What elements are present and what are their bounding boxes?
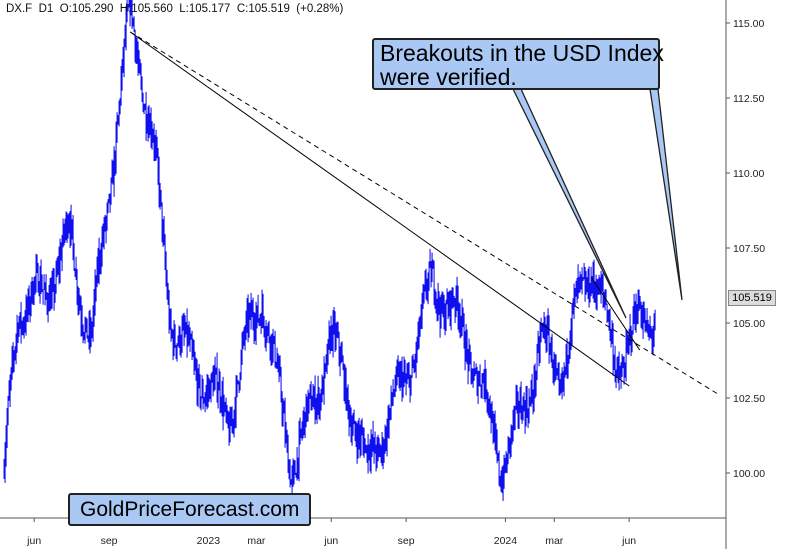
x-tick-label: jun bbox=[621, 535, 636, 547]
high-value: H:105.560 bbox=[119, 3, 173, 15]
close-value: C:105.519 bbox=[236, 3, 290, 15]
trendlines bbox=[129, 31, 720, 396]
ohlc-header: DX.F D1 O:105.290 H:105.560 L:105.177 C:… bbox=[6, 3, 343, 15]
dashed-trendline bbox=[129, 31, 720, 396]
watermark-label: GoldPriceForecast.com bbox=[68, 493, 312, 526]
change-value: (+0.28%) bbox=[296, 3, 344, 15]
x-tick-label: 2023 bbox=[197, 535, 221, 547]
annotation-callout: Breakouts in the USD Index were verified… bbox=[372, 38, 664, 90]
x-tick-label: jun bbox=[26, 535, 41, 547]
x-tick-label: jun bbox=[323, 535, 338, 547]
callout-line-2: were verified. bbox=[380, 64, 517, 90]
y-tick-label: 115.00 bbox=[733, 18, 764, 30]
last-price-badge: 105.519 bbox=[728, 290, 776, 306]
low-value: L:105.177 bbox=[179, 3, 231, 15]
open-value: O:105.290 bbox=[59, 3, 114, 15]
callout-pointer-2 bbox=[649, 88, 683, 301]
y-tick-label: 105.00 bbox=[733, 318, 765, 330]
callout-pointer-1 bbox=[511, 88, 627, 319]
timeframe-label: D1 bbox=[38, 3, 54, 15]
x-tick-label: mar bbox=[545, 535, 564, 547]
x-tick-label: mar bbox=[247, 535, 266, 547]
ohlc-line-group bbox=[3, 0, 656, 501]
y-tick-label: 112.50 bbox=[733, 93, 764, 105]
x-tick-label: sep bbox=[398, 535, 415, 547]
x-axis: jun sep 2023 mar jun sep 2024 mar jun bbox=[0, 517, 726, 547]
symbol-label: DX.F bbox=[6, 3, 33, 15]
y-axis: 100.00 102.50 105.00 107.50 110.00 112.50 115.… bbox=[725, 0, 765, 549]
y-tick-label: 102.50 bbox=[733, 393, 765, 405]
y-tick-label: 100.00 bbox=[733, 468, 765, 480]
x-tick-label: sep bbox=[101, 535, 118, 547]
y-tick-label: 110.00 bbox=[733, 168, 764, 180]
solid-trendline-3 bbox=[591, 277, 641, 351]
callout-line-1: Breakouts in the USD Index bbox=[380, 40, 664, 66]
x-tick-label: 2024 bbox=[494, 535, 518, 547]
solid-trendline-1 bbox=[129, 31, 630, 387]
y-tick-label: 107.50 bbox=[733, 243, 765, 255]
